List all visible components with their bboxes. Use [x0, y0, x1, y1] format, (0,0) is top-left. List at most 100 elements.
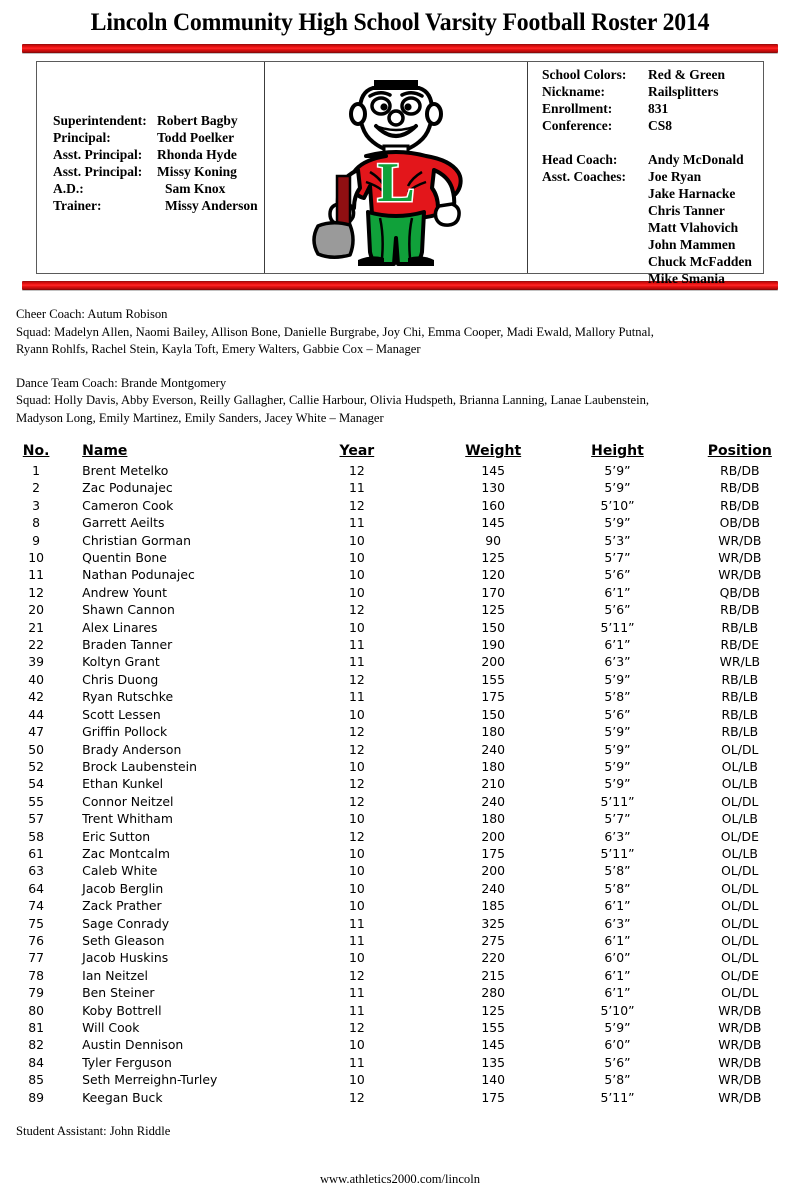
dance-squad-line-1: Squad: Holly Davis, Abby Everson, Reilly…: [16, 393, 650, 407]
table-row: 54 Ethan Kunkel 12 210 5’9” OL/LB: [0, 775, 800, 792]
school-info-row-label: Enrollment:: [542, 101, 613, 116]
roster-cell-height: 5’6”: [604, 1054, 631, 1070]
cheer-squad-line-2: Ryann Rohlfs, Rachel Stein, Kayla Toft, …: [16, 342, 421, 356]
roster-cell-year: 12: [348, 967, 365, 983]
roster-cell-height: 5’9”: [604, 758, 631, 774]
administration-value: Todd Poelker: [157, 130, 235, 145]
roster-cell-height: 5’9”: [604, 463, 631, 478]
administration-row: Principal: Todd Poelker: [53, 129, 258, 146]
roster-cell-height: 5’6”: [604, 602, 631, 618]
roster-cell-no: 20: [28, 602, 44, 618]
roster-cell-weight: 175: [481, 845, 506, 861]
roster-cell-name: Braden Tanner: [82, 637, 173, 653]
roster-cell-position: RB/DB: [720, 480, 760, 496]
table-row: 42 Ryan Rutschke 11 175 5’8” RB/LB: [0, 688, 800, 705]
table-row: 77 Jacob Huskins 10 220 6’0” OL/DL: [0, 949, 800, 966]
table-row: 52 Brock Laubenstein 10 180 5’9” OL/LB: [0, 758, 800, 775]
roster-cell-position: OL/DL: [721, 915, 759, 931]
roster-cell-position: QB/DB: [719, 584, 761, 600]
roster-cell-position: RB/LB: [721, 619, 759, 635]
school-info-row: Enrollment: 831: [542, 100, 752, 117]
roster-cell-no: 21: [28, 619, 44, 635]
table-row: 44 Scott Lessen 10 150 5’6” RB/LB: [0, 706, 800, 723]
roster-cell-height: 6’3”: [604, 654, 631, 670]
roster-cell-position: RB/LB: [721, 671, 759, 687]
roster-cell-name: Brady Anderson: [82, 741, 182, 757]
roster-cell-year: 10: [348, 1037, 365, 1053]
school-info-row-value: CS8: [648, 118, 673, 133]
roster-cell-weight: 125: [481, 550, 506, 566]
roster-cell-position: OL/DL: [721, 932, 759, 948]
roster-cell-position: RB/DB: [720, 463, 760, 478]
roster-cell-height: 5’9”: [604, 480, 631, 496]
roster-cell-name: Jacob Huskins: [82, 950, 169, 966]
roster-cell-weight: 125: [481, 602, 506, 618]
administration-list: Superintendent: Robert Bagby Principal: Tod…: [53, 112, 258, 214]
roster-cell-weight: 145: [481, 515, 506, 531]
roster-cell-year: 11: [348, 515, 365, 531]
roster-cell-no: 10: [28, 550, 44, 566]
roster-cell-height: 5’3”: [604, 532, 631, 548]
table-row: 3 Cameron Cook 12 160 5’10” RB/DB: [0, 497, 800, 514]
table-row: 40 Chris Duong 12 155 5’9” RB/LB: [0, 671, 800, 688]
table-row: 75 Sage Conrady 11 325 6’3” OL/DL: [0, 915, 800, 932]
administration-value: Missy Anderson: [165, 198, 258, 213]
roster-cell-no: 89: [28, 1089, 44, 1105]
roster-cell-position: WR/DB: [718, 1037, 762, 1053]
roster-cell-weight: 175: [481, 689, 506, 705]
asst-coach-row-value: Joe Ryan: [648, 169, 702, 184]
roster-cell-name: Trent Whitham: [82, 811, 173, 827]
roster-cell-name: Ben Steiner: [82, 985, 155, 1001]
asst-coach-row: Chuck McFadden: [542, 253, 752, 270]
roster-cell-weight: 90: [485, 532, 502, 548]
header-info-box: Superintendent: Robert Bagby Principal: Tod…: [36, 61, 764, 286]
table-row: 47 Griffin Pollock 12 180 5’9” RB/LB: [0, 723, 800, 740]
roster-cell-weight: 180: [481, 724, 506, 740]
school-info-row-value: Red & Green: [648, 67, 725, 82]
roster-cell-no: 58: [28, 828, 44, 844]
red-divider-top: [22, 44, 778, 53]
roster-cell-year: 11: [348, 915, 365, 931]
roster-cell-weight: 160: [481, 497, 506, 513]
roster-cell-no: 22: [28, 637, 44, 653]
roster-body: 1 Brent Metelko 12 145 5’9” RB/DB 2 Zac Podunaj…: [0, 462, 800, 1106]
roster-header-row: No. Name Year Weight Height Position: [0, 443, 800, 462]
roster-cell-year: 10: [348, 619, 365, 635]
roster-cell-position: OL/DL: [721, 950, 759, 966]
school-info-panel: School Colors: Red & Green Nickname: Railsp…: [528, 62, 763, 286]
roster-cell-year: 10: [348, 880, 365, 896]
roster-cell-year: 12: [348, 776, 365, 792]
asst-coach-row-value: Chuck McFadden: [648, 254, 752, 269]
table-row: 1 Brent Metelko 12 145 5’9” RB/DB: [0, 462, 800, 479]
school-info-row-value: Railsplitters: [648, 84, 719, 99]
table-row: 12 Andrew Yount 10 170 6’1” QB/DB: [0, 584, 800, 601]
roster-cell-height: 5’6”: [604, 706, 631, 722]
administration-row: Trainer: Missy Anderson: [53, 197, 258, 214]
roster-cell-weight: 200: [481, 654, 506, 670]
roster-cell-no: 57: [28, 811, 44, 827]
roster-cell-name: Seth Merreighn-Turley: [82, 1072, 218, 1088]
table-row: 57 Trent Whitham 10 180 5’7” OL/LB: [0, 810, 800, 827]
roster-cell-weight: 200: [481, 828, 506, 844]
roster-cell-name: Jacob Berglin: [82, 880, 164, 896]
roster-cell-weight: 140: [481, 1072, 506, 1088]
roster-cell-weight: 135: [481, 1054, 506, 1070]
administration-row: A.D.: Sam Knox: [53, 180, 258, 197]
table-row: 76 Seth Gleason 11 275 6’1” OL/DL: [0, 932, 800, 949]
roster-cell-weight: 170: [481, 584, 506, 600]
column-header-name: Name: [82, 443, 128, 459]
roster-cell-weight: 275: [481, 932, 506, 948]
administration-row: Superintendent: Robert Bagby: [53, 112, 258, 129]
school-info-row-label: Nickname:: [542, 84, 605, 99]
table-row: 64 Jacob Berglin 10 240 5’8” OL/DL: [0, 880, 800, 897]
roster-cell-year: 10: [348, 567, 365, 583]
roster-cell-position: OL/LB: [721, 776, 758, 792]
table-row: 89 Keegan Buck 12 175 5’11” WR/DB: [0, 1089, 800, 1106]
roster-cell-year: 12: [348, 828, 365, 844]
roster-cell-height: 6’3”: [604, 915, 631, 931]
school-info-row: School Colors: Red & Green: [542, 66, 752, 83]
table-row: 2 Zac Podunajec 11 130 5’9” RB/DB: [0, 479, 800, 496]
roster-cell-year: 12: [348, 1020, 365, 1035]
roster-cell-weight: 180: [481, 811, 506, 827]
roster-cell-year: 11: [348, 985, 365, 1001]
